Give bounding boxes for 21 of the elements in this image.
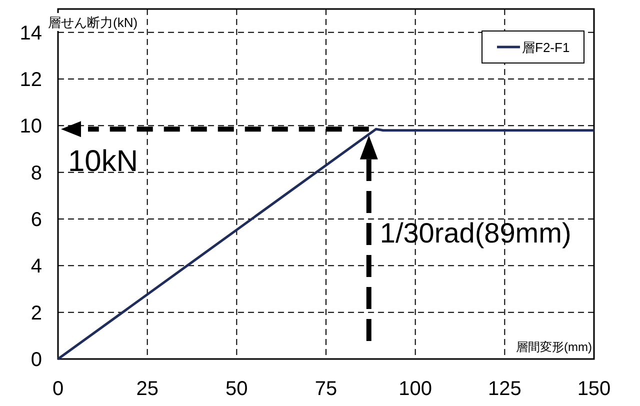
x-tick-label: 0 <box>52 378 64 400</box>
x-tick-label: 25 <box>136 378 158 400</box>
annotation: 1/30rad(89mm) <box>380 217 572 248</box>
x-axis-title: 層間変形(mm) <box>516 340 592 354</box>
x-tick-label: 125 <box>488 378 522 400</box>
y-tick-label: 8 <box>30 162 42 184</box>
y-tick-label: 6 <box>30 209 42 231</box>
y-tick-label: 10 <box>20 116 42 138</box>
x-tick-label: 50 <box>226 378 248 400</box>
y-tick-label: 0 <box>30 349 42 371</box>
legend: 層F2-F1 <box>482 30 584 64</box>
y-axis-title: 層せん断力(kN) <box>48 15 138 30</box>
x-tick-label: 150 <box>577 378 611 400</box>
y-tick-label: 14 <box>20 22 42 44</box>
annotation: 10kN <box>68 145 138 178</box>
y-tick-label: 2 <box>30 302 42 324</box>
legend-label: 層F2-F1 <box>522 40 570 55</box>
y-tick-label: 4 <box>30 256 42 278</box>
y-tick-label: 12 <box>20 69 42 91</box>
x-tick-label: 100 <box>398 378 432 400</box>
x-tick-label: 75 <box>314 378 338 400</box>
